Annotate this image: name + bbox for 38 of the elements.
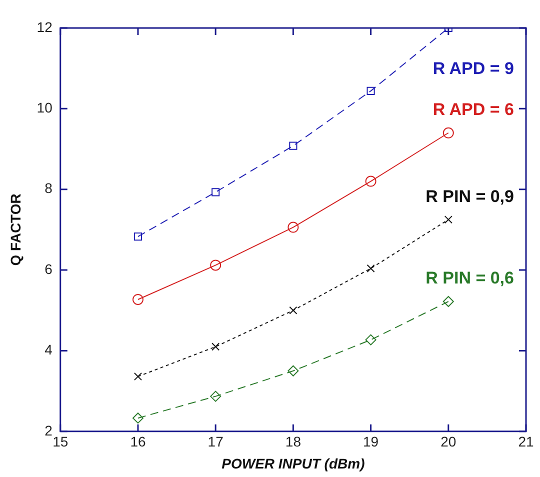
point — [289, 306, 298, 314]
y-axis-title: Q FACTOR — [7, 194, 24, 266]
y-tick-label: 10 — [36, 100, 53, 116]
x-tick-label: 21 — [518, 434, 534, 450]
x-tick-label: 17 — [208, 434, 224, 450]
point — [288, 365, 299, 376]
y-tick-label: 2 — [44, 422, 53, 438]
point — [134, 232, 142, 241]
series-label: R PIN = 0,9 — [426, 186, 514, 206]
point — [366, 264, 375, 272]
series-label: R APD = 6 — [432, 100, 514, 120]
point — [365, 334, 376, 346]
point — [365, 176, 376, 187]
point — [444, 216, 452, 224]
x-axis-title: POWER INPUT (dBm) — [222, 455, 366, 472]
point — [442, 296, 454, 308]
x-tick-label: 16 — [130, 434, 146, 450]
point — [132, 294, 144, 305]
point — [366, 86, 375, 95]
point — [212, 188, 220, 196]
y-tick-label: 8 — [44, 180, 53, 196]
y-tick-label: 12 — [36, 18, 53, 35]
point — [289, 142, 298, 150]
point — [212, 342, 220, 351]
x-tick-label: 19 — [363, 434, 379, 450]
point — [442, 127, 454, 138]
point — [132, 412, 144, 424]
point — [288, 222, 299, 233]
series-label: R APD = 9 — [432, 59, 514, 78]
series-label: R PIN = 0,6 — [426, 268, 514, 288]
point — [210, 260, 222, 271]
y-tick-label: 4 — [44, 342, 53, 358]
point — [134, 372, 142, 381]
x-tick-label: 15 — [52, 434, 68, 450]
x-tick-label: 18 — [285, 434, 302, 450]
y-tick-label: 6 — [44, 260, 53, 277]
point — [210, 390, 222, 402]
x-tick-label: 20 — [440, 434, 456, 450]
